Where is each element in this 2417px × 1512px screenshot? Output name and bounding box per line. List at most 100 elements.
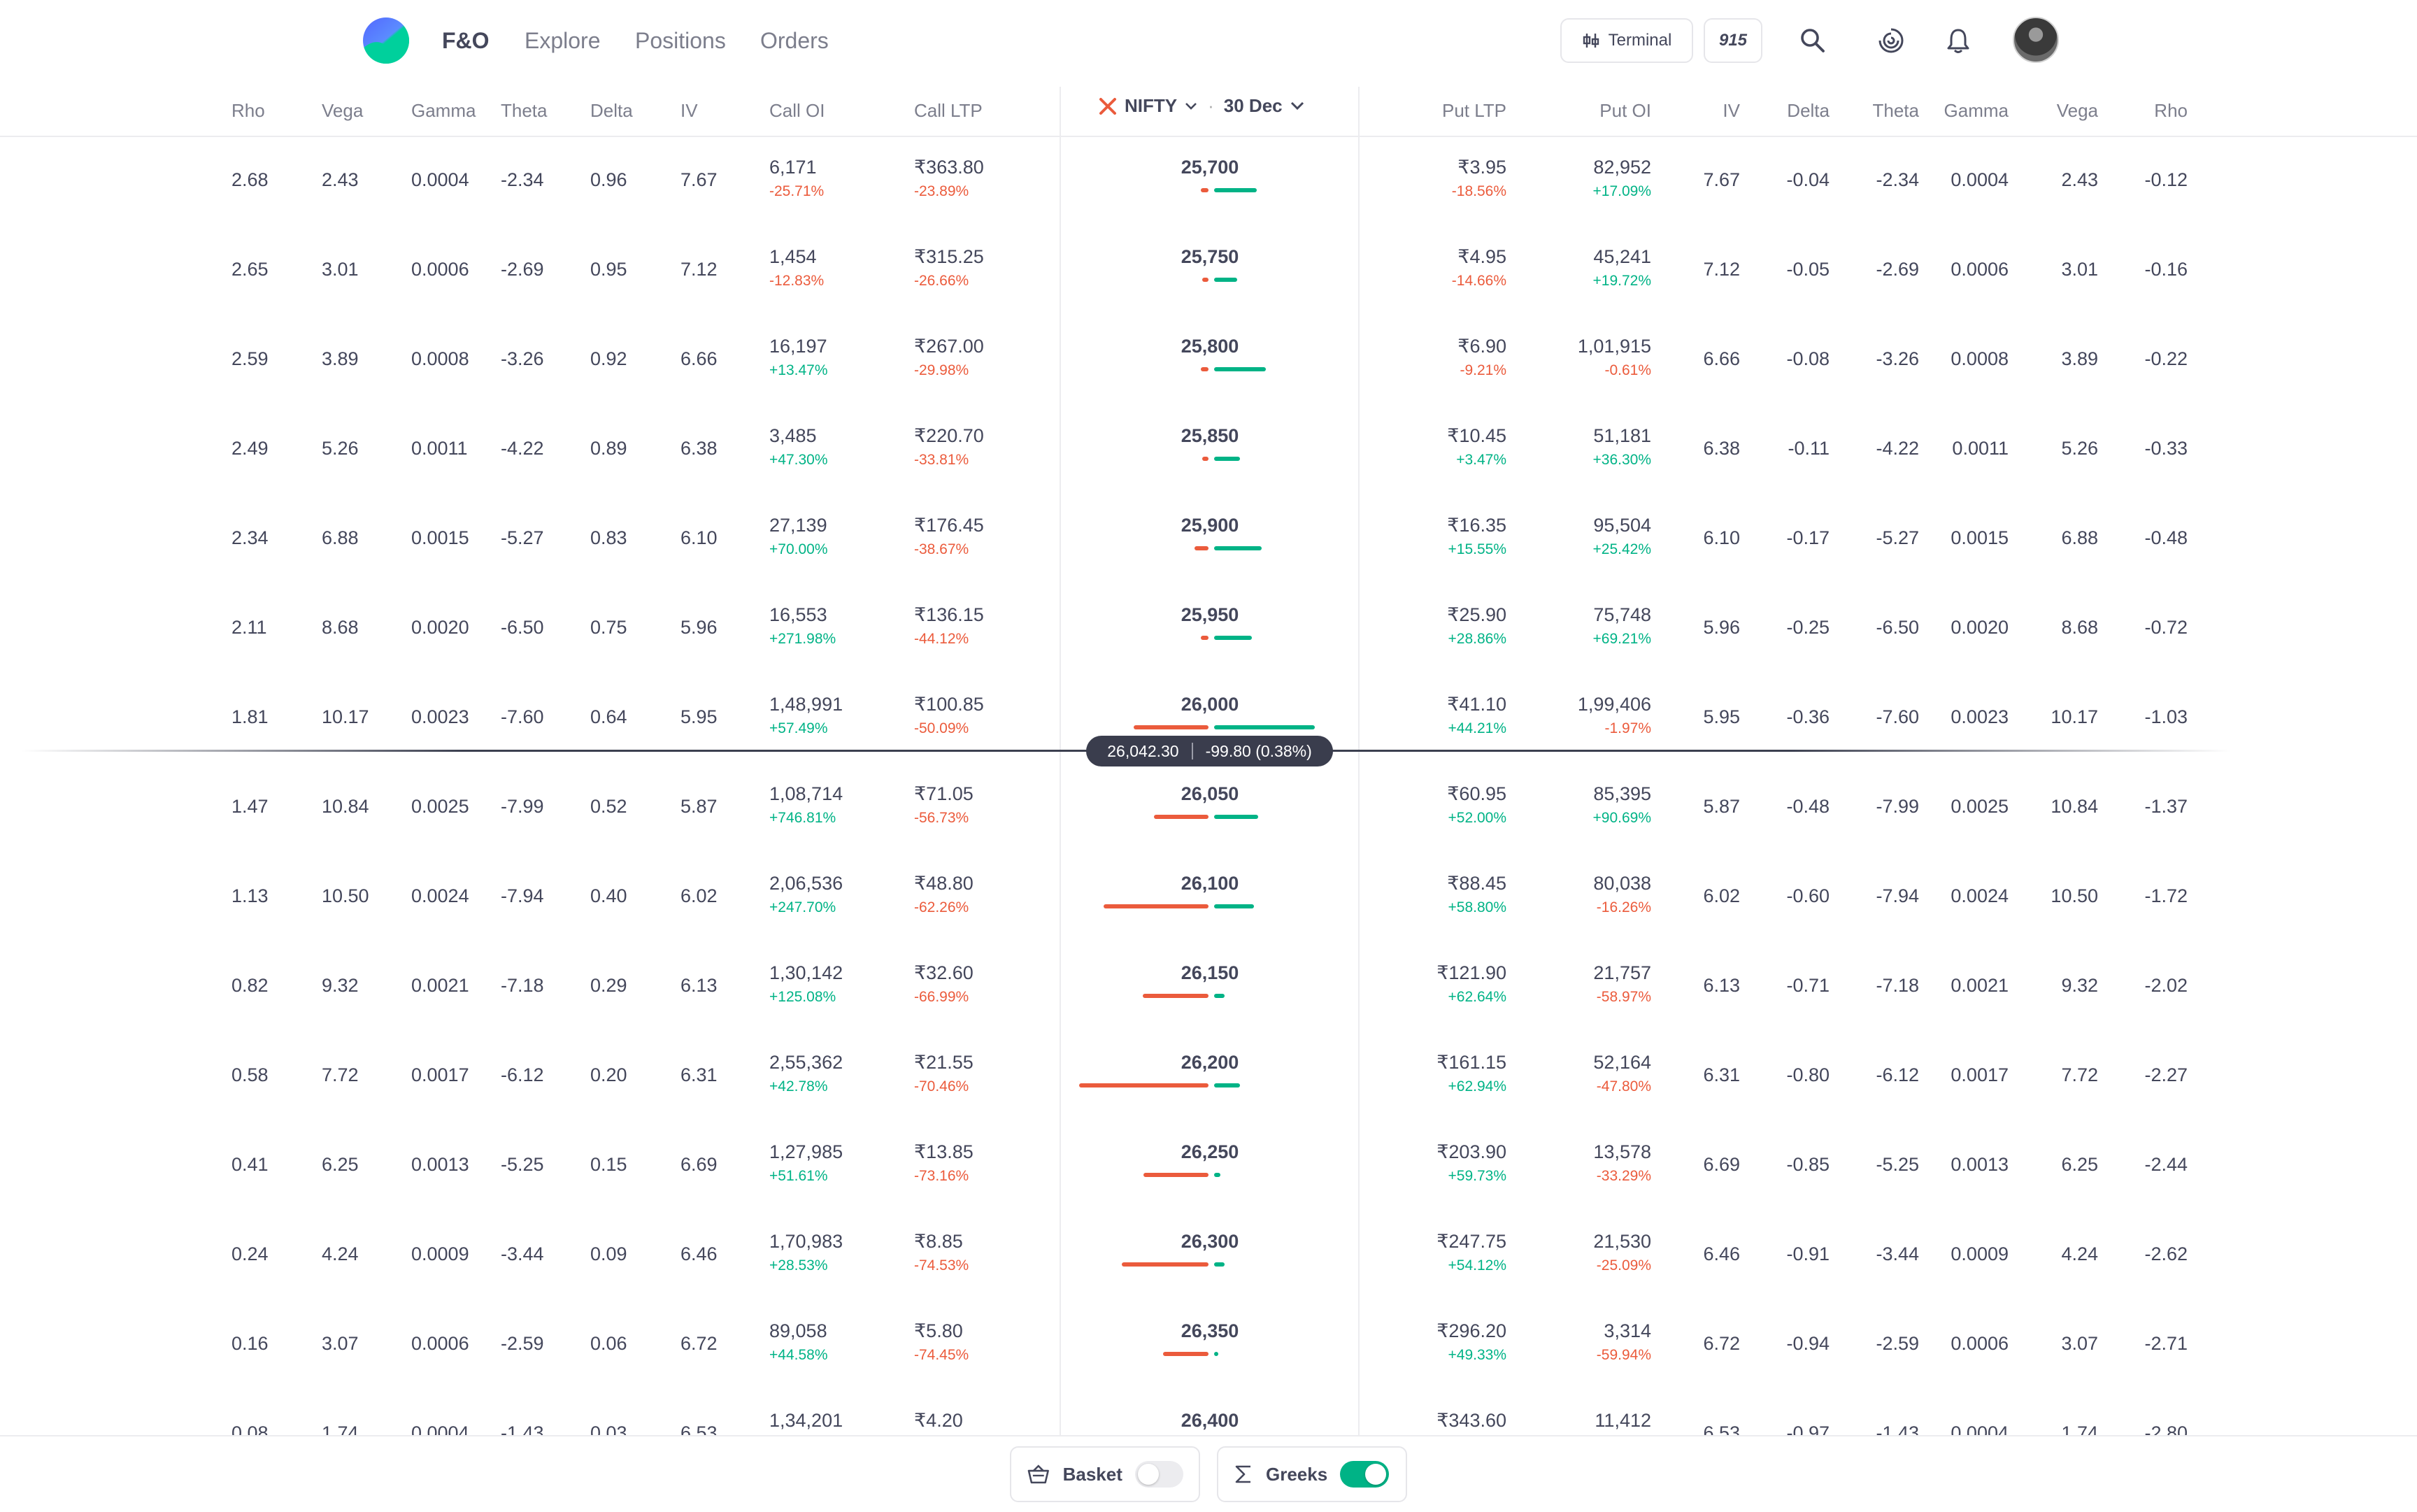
nav-link-positions[interactable]: Positions bbox=[635, 28, 726, 53]
cell-strike: 26,300 bbox=[1181, 1231, 1239, 1252]
cell-call-ltp[interactable]: ₹48.80 bbox=[914, 873, 974, 894]
option-row[interactable]: 2.68 2.43 0.0004 -2.34 0.96 7.67 6,171 -25.71% ₹… bbox=[0, 133, 2417, 222]
cell-c-delta: 0.15 bbox=[590, 1154, 627, 1175]
user-avatar[interactable] bbox=[2013, 17, 2059, 63]
spiral-button[interactable] bbox=[1871, 21, 1911, 60]
terminal-label: Terminal bbox=[1608, 31, 1672, 50]
cell-c-rho: 0.41 bbox=[231, 1154, 269, 1175]
option-row[interactable]: 0.82 9.32 0.0021 -7.18 0.29 6.13 1,30,142 +125.… bbox=[0, 939, 2417, 1028]
logo-wave-icon bbox=[363, 36, 409, 64]
cell-call-ltp[interactable]: ₹8.85 bbox=[914, 1231, 963, 1252]
option-row[interactable]: 2.49 5.26 0.0011 -4.22 0.89 6.38 3,485 +47.30% ₹… bbox=[0, 401, 2417, 491]
cell-c-rho: 0.24 bbox=[231, 1243, 269, 1264]
option-row[interactable]: 0.58 7.72 0.0017 -6.12 0.20 6.31 2,55,362 +42.7… bbox=[0, 1028, 2417, 1118]
option-row[interactable]: 1.13 10.50 0.0024 -7.94 0.40 6.02 2,06,536 +247… bbox=[0, 849, 2417, 939]
option-row[interactable]: 2.34 6.88 0.0015 -5.27 0.83 6.10 27,139 +70.00%… bbox=[0, 491, 2417, 580]
close-x-icon[interactable] bbox=[1098, 97, 1118, 116]
cell-call-ltp[interactable]: ₹315.25 bbox=[914, 246, 984, 267]
cell-put-ltp[interactable]: ₹203.90 bbox=[1436, 1141, 1506, 1162]
cell-put-ltp[interactable]: ₹121.90 bbox=[1436, 962, 1506, 983]
cell-p-gamma: 0.0011 bbox=[1952, 438, 2009, 459]
header-call-oi: Call OI bbox=[769, 100, 825, 121]
chevron-down-icon[interactable] bbox=[1290, 101, 1305, 112]
cell-put-ltp[interactable]: ₹3.95 bbox=[1457, 157, 1506, 178]
cell-put-ltp[interactable]: ₹4.95 bbox=[1457, 246, 1506, 267]
option-row[interactable]: 2.59 3.89 0.0008 -3.26 0.92 6.66 16,197 +13.47%… bbox=[0, 312, 2417, 401]
greeks-switch-knob bbox=[1365, 1464, 1387, 1485]
chevron-down-icon[interactable] bbox=[1184, 101, 1198, 111]
cell-put-ltp[interactable]: ₹60.95 bbox=[1447, 783, 1506, 804]
option-row[interactable]: 1.81 10.17 0.0023 -7.60 0.64 5.95 1,48,991 +57.… bbox=[0, 670, 2417, 759]
top-navigation: F&O Explore Positions Orders Terminal 91… bbox=[0, 0, 2417, 81]
option-row[interactable]: 2.65 3.01 0.0006 -2.69 0.95 7.12 1,454 -12.83% ₹… bbox=[0, 222, 2417, 312]
expiry-dropdown[interactable]: 30 Dec bbox=[1223, 95, 1283, 116]
cell-call-ltp[interactable]: ₹4.20 bbox=[914, 1410, 963, 1431]
cell-call-ltp[interactable]: ₹71.05 bbox=[914, 783, 974, 804]
cell-strike: 26,350 bbox=[1181, 1320, 1239, 1341]
header-put-rho: Rho bbox=[2154, 100, 2188, 121]
cell-call-ltp[interactable]: ₹136.15 bbox=[914, 604, 984, 625]
cell-p-vega: 8.68 bbox=[2061, 617, 2098, 638]
app-logo[interactable] bbox=[363, 17, 409, 64]
cell-c-iv: 6.10 bbox=[680, 527, 718, 548]
cell-c-vega: 7.72 bbox=[322, 1064, 359, 1085]
cell-put-ltp[interactable]: ₹6.90 bbox=[1457, 336, 1506, 357]
terminal-button[interactable]: Terminal bbox=[1560, 18, 1693, 63]
cell-call-ltp[interactable]: ₹267.00 bbox=[914, 336, 984, 357]
option-row[interactable]: 1.47 10.84 0.0025 -7.99 0.52 5.87 1,08,714 +746… bbox=[0, 759, 2417, 849]
cell-call-ltp[interactable]: ₹220.70 bbox=[914, 425, 984, 446]
greeks-toggle-card[interactable]: Greeks bbox=[1217, 1446, 1407, 1502]
cell-call-oi: 1,70,983 bbox=[769, 1231, 843, 1252]
option-row[interactable]: 2.11 8.68 0.0020 -6.50 0.75 5.96 16,553 +271.98… bbox=[0, 580, 2417, 670]
cell-call-oi-change: -12.83% bbox=[769, 273, 825, 289]
nav-link-explore[interactable]: Explore bbox=[525, 28, 601, 53]
search-icon bbox=[1801, 29, 1825, 52]
cell-call-ltp[interactable]: ₹13.85 bbox=[914, 1141, 974, 1162]
cell-c-theta: -6.50 bbox=[501, 617, 544, 638]
cell-put-ltp[interactable]: ₹88.45 bbox=[1447, 873, 1506, 894]
cell-put-ltp[interactable]: ₹247.75 bbox=[1436, 1231, 1506, 1252]
cell-put-ltp[interactable]: ₹16.35 bbox=[1447, 515, 1506, 536]
cell-put-oi-change: -47.80% bbox=[1596, 1078, 1651, 1094]
cell-call-ltp-change: -74.53% bbox=[914, 1257, 969, 1274]
nav-title-fno[interactable]: F&O bbox=[442, 28, 490, 53]
basket-toggle-card[interactable]: Basket bbox=[1010, 1446, 1200, 1502]
cell-call-ltp[interactable]: ₹21.55 bbox=[914, 1052, 974, 1073]
cell-call-ltp[interactable]: ₹176.45 bbox=[914, 515, 984, 536]
cell-call-ltp[interactable]: ₹100.85 bbox=[914, 694, 984, 715]
cell-p-delta: -0.11 bbox=[1788, 438, 1830, 459]
nav-link-orders[interactable]: Orders bbox=[760, 28, 829, 53]
cell-call-ltp[interactable]: ₹5.80 bbox=[914, 1320, 963, 1341]
cell-put-ltp[interactable]: ₹296.20 bbox=[1436, 1320, 1506, 1341]
cell-p-iv: 6.66 bbox=[1703, 348, 1740, 369]
cell-c-delta: 0.40 bbox=[590, 885, 627, 906]
cell-put-oi: 3,314 bbox=[1604, 1320, 1651, 1341]
cell-call-ltp[interactable]: ₹363.80 bbox=[914, 157, 984, 178]
cell-put-ltp[interactable]: ₹41.10 bbox=[1447, 694, 1506, 715]
cell-put-oi: 82,952 bbox=[1593, 157, 1651, 178]
cell-c-theta: -4.22 bbox=[501, 438, 544, 459]
option-row[interactable]: 0.16 3.07 0.0006 -2.59 0.06 6.72 89,058 +44.58%… bbox=[0, 1297, 2417, 1386]
cell-c-iv: 7.67 bbox=[680, 169, 718, 190]
cell-p-vega: 5.26 bbox=[2061, 438, 2098, 459]
cell-p-theta: -7.99 bbox=[1876, 796, 1919, 817]
cell-call-ltp[interactable]: ₹32.60 bbox=[914, 962, 974, 983]
option-row[interactable]: 0.41 6.25 0.0013 -5.25 0.15 6.69 1,27,985 +51.6… bbox=[0, 1118, 2417, 1207]
basket-switch[interactable] bbox=[1134, 1461, 1183, 1488]
put-oi-bar bbox=[1214, 994, 1225, 998]
notifications-button[interactable] bbox=[1939, 21, 1978, 60]
cell-put-ltp[interactable]: ₹161.15 bbox=[1436, 1052, 1506, 1073]
search-button[interactable] bbox=[1793, 21, 1832, 60]
spiral-icon bbox=[1878, 28, 1904, 53]
kite-count-button[interactable]: 915 bbox=[1704, 18, 1762, 63]
cell-put-ltp-change: +59.73% bbox=[1448, 1168, 1507, 1184]
greeks-switch[interactable] bbox=[1340, 1461, 1390, 1488]
call-oi-bar bbox=[1202, 278, 1208, 282]
cell-put-ltp[interactable]: ₹10.45 bbox=[1447, 425, 1506, 446]
cell-put-ltp[interactable]: ₹343.60 bbox=[1436, 1410, 1506, 1431]
cell-put-ltp[interactable]: ₹25.90 bbox=[1447, 604, 1506, 625]
cell-put-ltp-change: +3.47% bbox=[1456, 452, 1506, 468]
symbol-dropdown[interactable]: NIFTY bbox=[1125, 95, 1178, 116]
option-row[interactable]: 0.24 4.24 0.0009 -3.44 0.09 6.46 1,70,983 +28.5… bbox=[0, 1207, 2417, 1297]
dot-separator: · bbox=[1208, 95, 1214, 116]
